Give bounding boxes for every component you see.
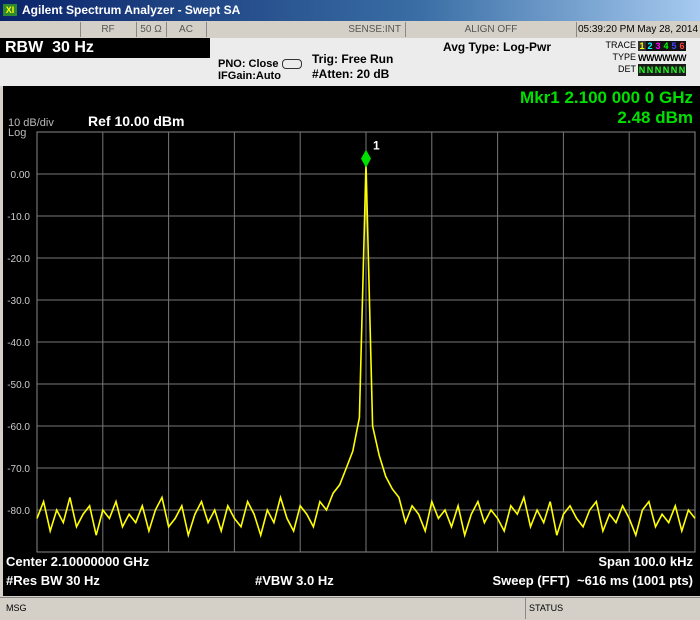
plot: 10 dB/div Log Ref 10.00 dBm Mkr1 2.100 0… — [3, 86, 700, 596]
y-tick-label: -20.0 — [7, 254, 30, 265]
marker-label: 1 — [373, 139, 380, 153]
trace-type: W — [646, 53, 655, 63]
trace-type: W — [638, 53, 647, 63]
y-tick-label: -80.0 — [7, 506, 30, 517]
scale-type: Log — [8, 127, 26, 139]
marker-freq: Mkr1 2.100 000 0 GHz — [520, 88, 693, 107]
plot-bg — [3, 86, 700, 596]
marker-level: 2.48 dBm — [617, 108, 693, 127]
trace-det: N — [670, 65, 678, 75]
scale: 10 dB/div — [8, 117, 54, 129]
trace-det: N — [654, 65, 662, 75]
pno: PNO: Close — [218, 58, 279, 70]
trace-type: W — [678, 53, 687, 63]
ifgain: IFGain:Auto — [218, 70, 281, 82]
y-tick-label: -30.0 — [7, 296, 30, 307]
y-tick-label: -40.0 — [7, 338, 30, 349]
vbw: #VBW 3.0 Hz — [255, 573, 334, 588]
y-tick-label: 0.00 — [11, 170, 31, 181]
type-label: TYPE — [612, 52, 636, 62]
center: Center 2.10000000 GHz — [6, 554, 150, 569]
y-tick-label: -50.0 — [7, 380, 30, 391]
title-bar: XI Agilent Spectrum Analyzer - Swept SA — [0, 0, 700, 21]
align: ALIGN OFF — [406, 22, 577, 37]
trace-label: TRACE — [605, 40, 636, 50]
res-bw: #Res BW 30 Hz — [6, 573, 100, 588]
trace-number: 6 — [678, 41, 686, 51]
settings-row: RBW 30 Hz PNO: Close IFGain:Auto Trig: F… — [0, 38, 700, 86]
marker — [361, 149, 371, 168]
trace-det: N — [662, 65, 670, 75]
pno-icon — [282, 59, 302, 69]
trace-number: 1 — [638, 41, 646, 51]
rf: RF — [80, 22, 137, 37]
window-title: Agilent Spectrum Analyzer - Swept SA — [22, 3, 241, 17]
msg: MSG — [6, 603, 27, 613]
coupling: AC — [166, 22, 207, 37]
message-bar: MSG STATUS — [0, 597, 700, 620]
trace-number: 4 — [662, 41, 670, 51]
status-row: RF 50 Ω AC SENSE:INT ALIGN OFF 05:39:20 … — [0, 22, 700, 38]
trace-type: W — [662, 53, 671, 63]
status: STATUS — [529, 603, 564, 613]
sense: SENSE:INT — [206, 22, 406, 37]
trace-number: 3 — [654, 41, 662, 51]
span: Span 100.0 kHz — [598, 554, 693, 569]
det-label: DET — [618, 64, 636, 74]
trace-type: W — [654, 53, 663, 63]
trig: Trig: Free Run — [312, 52, 394, 66]
trace-number: 5 — [670, 41, 678, 51]
sweep: Sweep (FFT) ~616 ms (1001 pts) — [493, 573, 693, 588]
rbw: RBW 30 Hz — [0, 38, 210, 58]
y-tick-label: -10.0 — [7, 212, 30, 223]
datetime: 05:39:20 PM May 28, 2014 — [576, 22, 700, 37]
trace-types: WWWWWW — [638, 52, 687, 64]
atten: #Atten: 20 dB — [312, 67, 390, 81]
trace-type: W — [670, 53, 679, 63]
trace-det: N — [638, 65, 646, 75]
y-tick-label: -70.0 — [7, 464, 30, 475]
avg-type: Avg Type: Log-Pwr — [443, 40, 551, 54]
trace-det: N — [646, 65, 654, 75]
app-icon: XI — [3, 4, 17, 16]
y-tick-label: -60.0 — [7, 422, 30, 433]
trace-det: N — [678, 65, 686, 75]
impedance: 50 Ω — [136, 22, 167, 37]
trace-number: 2 — [646, 41, 654, 51]
ref-level: Ref 10.00 dBm — [88, 113, 184, 129]
